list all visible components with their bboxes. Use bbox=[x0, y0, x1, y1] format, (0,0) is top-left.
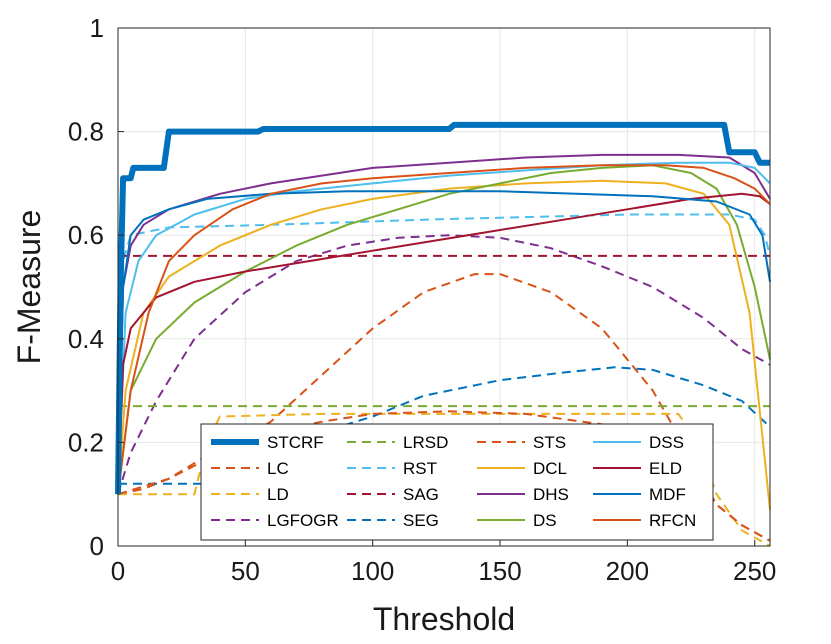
legend-label-ld: LD bbox=[267, 485, 289, 504]
x-tick-label: 150 bbox=[478, 556, 521, 586]
legend-label-sts: STS bbox=[533, 433, 566, 452]
plot-frame bbox=[117, 27, 771, 547]
legend-label-dhs: DHS bbox=[533, 485, 569, 504]
legend-label-dcl: DCL bbox=[533, 459, 567, 478]
x-tick-label: 50 bbox=[231, 556, 260, 586]
series-line-eld bbox=[117, 192, 771, 495]
legend-label-sag: SAG bbox=[403, 485, 439, 504]
series-line-rfcn bbox=[117, 164, 771, 495]
series-line-rst bbox=[117, 213, 771, 484]
x-tick-label: 200 bbox=[606, 556, 649, 586]
legend-label-rfcn: RFCN bbox=[649, 511, 696, 530]
legend-label-lc: LC bbox=[267, 459, 289, 478]
series-layer bbox=[115, 121, 771, 547]
series-line-ds bbox=[117, 164, 771, 495]
legend-label-rst: RST bbox=[403, 459, 437, 478]
x-tick-label: 250 bbox=[733, 556, 776, 586]
legend-label-eld: ELD bbox=[649, 459, 682, 478]
series-line-mdf bbox=[117, 190, 771, 495]
legend-label-dss: DSS bbox=[649, 433, 684, 452]
legend-label-lgfogr: LGFOGR bbox=[267, 511, 339, 530]
series-line-dhs bbox=[117, 153, 771, 495]
legend: STCRF LC LD LGFOGR LRSD RST SAG SEG STS DCL DHS DS D… bbox=[200, 423, 714, 541]
y-tick-label: 1 bbox=[90, 13, 104, 43]
y-tick-label: 0 bbox=[90, 531, 104, 561]
legend-label-ds: DS bbox=[533, 511, 557, 530]
series-line-dss bbox=[117, 161, 771, 495]
legend-label-mdf: MDF bbox=[649, 485, 686, 504]
x-tick-label: 100 bbox=[351, 556, 394, 586]
legend-label-stcrf: STCRF bbox=[267, 433, 324, 452]
legend-label-seg: SEG bbox=[403, 511, 439, 530]
series-line-stcrf bbox=[115, 121, 770, 495]
y-axis-label: F-Measure bbox=[11, 210, 47, 365]
legend-label-lrsd: LRSD bbox=[403, 433, 448, 452]
x-tick-label: 0 bbox=[111, 556, 125, 586]
y-tick-label: 0.4 bbox=[68, 324, 104, 354]
y-tick-label: 0.6 bbox=[68, 220, 104, 250]
x-axis-label: Threshold bbox=[373, 601, 515, 637]
y-tick-label: 0.2 bbox=[68, 427, 104, 457]
tick-labels: 0 50 100 150 200 250 0 0.2 0.4 0.6 0.8 1 bbox=[68, 13, 777, 586]
series-line-lgfogr bbox=[117, 234, 771, 495]
y-tick-label: 0.8 bbox=[68, 117, 104, 147]
